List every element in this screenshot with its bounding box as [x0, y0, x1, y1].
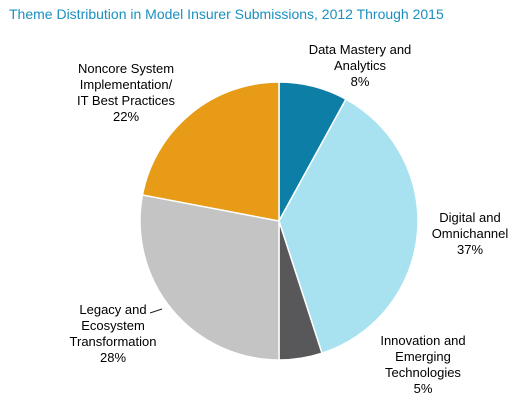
slice-value: 5% — [413, 381, 433, 396]
legacy-leader-line — [149, 308, 163, 314]
label-line: Implementation/ — [79, 77, 173, 92]
slice-value: 37% — [456, 242, 484, 257]
label-line: Technologies — [385, 365, 461, 380]
slice-value: 22% — [112, 109, 140, 124]
label-line: Legacy and — [79, 302, 147, 317]
label-line: IT Best Practices — [76, 93, 175, 108]
slice-label-innovation: Innovation and Emerging Technologies 5% — [368, 333, 478, 397]
label-line: Digital and — [439, 210, 501, 225]
slice-label-noncore: Noncore System Implementation/ IT Best P… — [62, 61, 190, 125]
slice-value: 28% — [99, 350, 127, 365]
slice-value: 8% — [350, 74, 370, 89]
label-line: Transformation — [69, 334, 157, 349]
label-line: Analytics — [333, 58, 387, 73]
pie-slice-noncore — [141, 81, 280, 222]
label-line: Ecosystem — [81, 318, 145, 333]
label-line: Innovation and — [380, 333, 466, 348]
label-line: Omnichannel — [431, 226, 509, 241]
label-line: Data Mastery and — [308, 42, 412, 57]
pie-slice-legacy — [139, 194, 280, 361]
slice-label-data-mastery: Data Mastery and Analytics 8% — [295, 42, 425, 90]
label-line: Emerging — [395, 349, 451, 364]
label-line: Noncore System — [77, 61, 175, 76]
slice-label-digital: Digital and Omnichannel 37% — [420, 210, 520, 258]
slice-label-legacy: Legacy and Ecosystem Transformation 28% — [58, 302, 168, 366]
pie-slice-digital — [278, 98, 419, 355]
chart-title: Theme Distribution in Model Insurer Subm… — [9, 6, 444, 22]
